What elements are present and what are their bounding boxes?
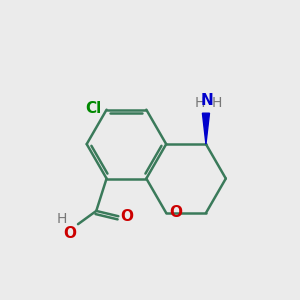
Text: H: H <box>212 96 222 110</box>
Text: H: H <box>57 212 67 226</box>
Text: O: O <box>120 209 133 224</box>
Polygon shape <box>202 113 209 144</box>
Text: N: N <box>201 93 214 108</box>
Text: O: O <box>64 226 76 241</box>
Text: O: O <box>170 206 183 220</box>
Text: H: H <box>194 96 205 110</box>
Text: Cl: Cl <box>85 101 101 116</box>
